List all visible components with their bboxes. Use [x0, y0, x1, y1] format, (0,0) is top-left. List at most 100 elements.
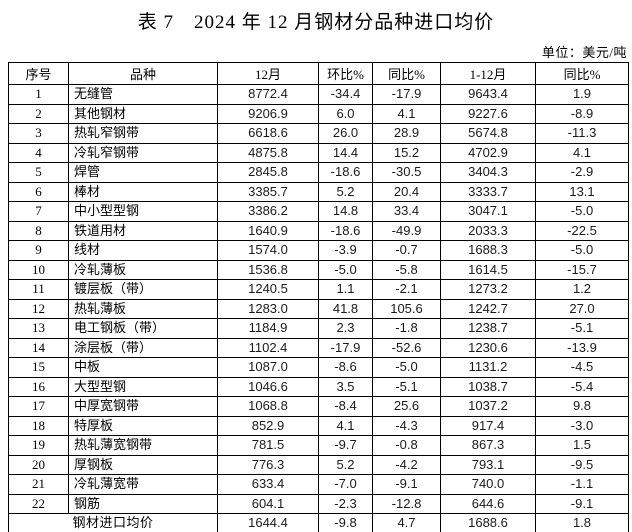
table-row: 17 中厚宽钢带 1068.8 -8.4 25.6 1037.2 9.8 [8, 396, 629, 417]
cell-serial: 9 [8, 240, 69, 261]
cell-jan-dec: 1131.2 [440, 357, 536, 378]
column-header-yoy: 同比% [372, 62, 441, 85]
table-row: 3 热轧窄钢带 6618.6 26.0 28.9 5674.8 -11.3 [8, 123, 629, 144]
cell-mom: 6.0 [318, 103, 373, 124]
cell-yoy-cum: 9.8 [535, 396, 629, 417]
cell-december: 8772.4 [217, 84, 319, 105]
table-footer-row: 钢材进口均价 1644.4 -9.8 4.7 1688.6 1.8 [8, 513, 629, 532]
cell-mom: -3.9 [318, 240, 373, 261]
cell-jan-dec: 1238.7 [440, 318, 536, 339]
cell-serial: 3 [8, 123, 69, 144]
cell-december: 1283.0 [217, 298, 319, 319]
table-row: 21 冷轧薄宽带 633.4 -7.0 -9.1 740.0 -1.1 [8, 474, 629, 495]
cell-serial: 12 [8, 298, 69, 319]
cell-yoy: -4.2 [372, 454, 441, 475]
cell-variety: 冷轧窄钢带 [68, 142, 218, 163]
cell-yoy-cum: -13.9 [535, 337, 629, 358]
cell-variety: 涂层板（带） [68, 337, 218, 358]
column-header-jan-dec: 1-12月 [440, 62, 536, 85]
cell-december: 1240.5 [217, 279, 319, 300]
cell-variety: 其他钢材 [68, 103, 218, 124]
cell-mom: 1.1 [318, 279, 373, 300]
cell-variety: 特厚板 [68, 415, 218, 436]
cell-serial: 13 [8, 318, 69, 339]
cell-december: 1046.6 [217, 376, 319, 397]
cell-jan-dec: 1230.6 [440, 337, 536, 358]
cell-serial: 22 [8, 493, 69, 514]
cell-serial: 11 [8, 279, 69, 300]
cell-jan-dec: 1038.7 [440, 376, 536, 397]
table-row: 10 冷轧薄板 1536.8 -5.0 -5.8 1614.5 -15.7 [8, 259, 629, 280]
cell-jan-dec: 867.3 [440, 435, 536, 456]
cell-serial: 14 [8, 337, 69, 358]
cell-variety: 镀层板（带） [68, 279, 218, 300]
cell-yoy: -5.8 [372, 259, 441, 280]
column-header-yoy-cum: 同比% [535, 62, 629, 85]
cell-yoy-cum: -5.1 [535, 318, 629, 339]
cell-yoy: -0.7 [372, 240, 441, 261]
cell-serial: 19 [8, 435, 69, 456]
cell-variety: 中板 [68, 357, 218, 378]
cell-variety: 中小型型钢 [68, 201, 218, 222]
cell-serial: 1 [8, 84, 69, 105]
cell-december: 604.1 [217, 493, 319, 514]
footer-value-yoy-cum: 1.8 [535, 513, 629, 532]
cell-yoy-cum: -9.1 [535, 493, 629, 514]
cell-variety: 无缝管 [68, 84, 218, 105]
cell-yoy: 20.4 [372, 181, 441, 202]
cell-yoy-cum: -11.3 [535, 123, 629, 144]
cell-jan-dec: 917.4 [440, 415, 536, 436]
cell-yoy: 105.6 [372, 298, 441, 319]
cell-yoy: -30.5 [372, 162, 441, 183]
cell-mom: -8.6 [318, 357, 373, 378]
cell-variety: 电工钢板（带） [68, 318, 218, 339]
table-row: 14 涂层板（带） 1102.4 -17.9 -52.6 1230.6 -13.9 [8, 337, 629, 358]
cell-serial: 21 [8, 474, 69, 495]
cell-jan-dec: 644.6 [440, 493, 536, 514]
cell-december: 776.3 [217, 454, 319, 475]
footer-label: 钢材进口均价 [8, 513, 218, 532]
cell-yoy: -5.1 [372, 376, 441, 397]
cell-yoy-cum: -5.0 [535, 240, 629, 261]
cell-jan-dec: 3333.7 [440, 181, 536, 202]
cell-jan-dec: 740.0 [440, 474, 536, 495]
table-row: 5 焊管 2845.8 -18.6 -30.5 3404.3 -2.9 [8, 162, 629, 183]
cell-mom: 14.4 [318, 142, 373, 163]
table-row: 16 大型型钢 1046.6 3.5 -5.1 1038.7 -5.4 [8, 376, 629, 397]
cell-mom: 5.2 [318, 454, 373, 475]
table-row: 1 无缝管 8772.4 -34.4 -17.9 9643.4 1.9 [8, 84, 629, 105]
cell-variety: 铁道用材 [68, 220, 218, 241]
cell-yoy-cum: -15.7 [535, 259, 629, 280]
cell-yoy-cum: -1.1 [535, 474, 629, 495]
cell-variety: 热轧薄宽钢带 [68, 435, 218, 456]
footer-value-jan-dec: 1688.6 [440, 513, 536, 532]
table-row: 20 厚钢板 776.3 5.2 -4.2 793.1 -9.5 [8, 454, 629, 475]
cell-december: 1536.8 [217, 259, 319, 280]
cell-variety: 热轧窄钢带 [68, 123, 218, 144]
cell-jan-dec: 1273.2 [440, 279, 536, 300]
cell-mom: 3.5 [318, 376, 373, 397]
cell-yoy-cum: 1.9 [535, 84, 629, 105]
table-row: 22 钢筋 604.1 -2.3 -12.8 644.6 -9.1 [8, 493, 629, 514]
cell-serial: 15 [8, 357, 69, 378]
cell-yoy-cum: 27.0 [535, 298, 629, 319]
cell-yoy: 25.6 [372, 396, 441, 417]
table-row: 8 铁道用材 1640.9 -18.6 -49.9 2033.3 -22.5 [8, 220, 629, 241]
table-row: 9 线材 1574.0 -3.9 -0.7 1688.3 -5.0 [8, 240, 629, 261]
cell-yoy: 15.2 [372, 142, 441, 163]
cell-jan-dec: 1037.2 [440, 396, 536, 417]
cell-yoy: -9.1 [372, 474, 441, 495]
cell-serial: 5 [8, 162, 69, 183]
cell-yoy-cum: 1.5 [535, 435, 629, 456]
cell-yoy: -49.9 [372, 220, 441, 241]
steel-import-price-table: 序号 品种 12月 环比% 同比% 1-12月 同比% 1 无缝管 8772.4 -3… [8, 62, 629, 532]
cell-yoy-cum: -3.0 [535, 415, 629, 436]
cell-december: 1574.0 [217, 240, 319, 261]
footer-value-yoy: 4.7 [372, 513, 441, 532]
cell-variety: 焊管 [68, 162, 218, 183]
cell-serial: 16 [8, 376, 69, 397]
cell-mom: -18.6 [318, 162, 373, 183]
cell-yoy: -5.0 [372, 357, 441, 378]
cell-december: 9206.9 [217, 103, 319, 124]
cell-mom: -17.9 [318, 337, 373, 358]
